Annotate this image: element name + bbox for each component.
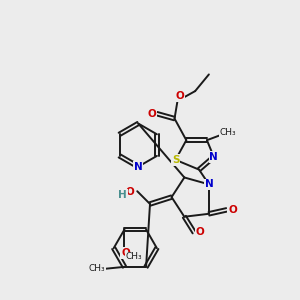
Text: H: H bbox=[118, 190, 127, 200]
Text: CH₃: CH₃ bbox=[89, 264, 105, 273]
Text: O: O bbox=[148, 109, 156, 119]
Text: CH₃: CH₃ bbox=[219, 128, 236, 137]
Text: O: O bbox=[125, 187, 134, 197]
Text: N: N bbox=[209, 152, 218, 162]
Text: S: S bbox=[172, 155, 179, 165]
Text: O: O bbox=[175, 91, 184, 101]
Text: N: N bbox=[134, 162, 142, 172]
Text: O: O bbox=[121, 248, 130, 258]
Text: CH₃: CH₃ bbox=[126, 252, 142, 261]
Text: O: O bbox=[228, 205, 237, 215]
Text: N: N bbox=[205, 179, 213, 189]
Text: O: O bbox=[196, 227, 204, 237]
